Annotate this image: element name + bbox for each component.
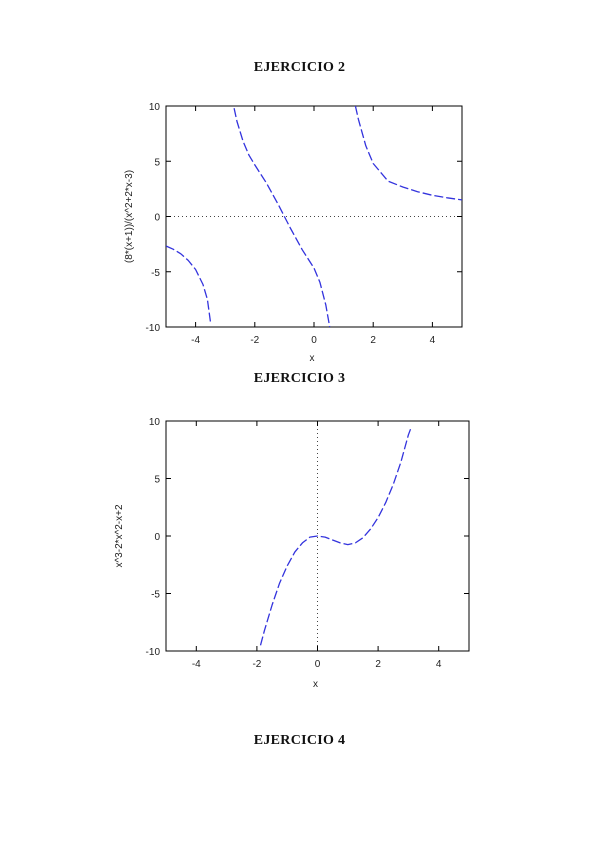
x-tick-label: -2 (252, 659, 261, 670)
x-tick-label: -4 (192, 659, 201, 670)
exercise-2-heading: EJERCICIO 2 (253, 60, 346, 75)
y-tick-label: 10 (149, 417, 161, 428)
y-tick-label: -10 (146, 647, 161, 658)
x-tick-label: -2 (250, 335, 259, 346)
y-axis-label: x^3-2*x^2-x+2 (114, 504, 125, 567)
x-tick-label: 0 (315, 659, 321, 670)
series-line-1 (166, 245, 212, 322)
x-tick-label: 2 (370, 335, 376, 346)
y-axis-label: (8*(x+1))/(x^2+2*x-3) (124, 170, 135, 263)
y-tick-label: 0 (154, 213, 160, 224)
x-tick-label: 4 (436, 659, 442, 670)
y-tick-label: 5 (154, 157, 160, 168)
y-tick-label: -5 (151, 590, 160, 601)
x-tick-label: -4 (191, 335, 200, 346)
y-tick-label: 10 (149, 102, 161, 113)
y-tick-label: -5 (151, 268, 160, 279)
y-tick-label: -10 (146, 323, 161, 334)
x-tick-label: 4 (430, 335, 436, 346)
x-tick-label: 0 (311, 335, 317, 346)
x-axis-label: x (313, 679, 318, 690)
x-tick-label: 2 (375, 659, 381, 670)
series-line-1 (259, 426, 413, 646)
exercise-3-heading: EJERCICIO 3 (253, 371, 346, 386)
chart-1: -4 -2 0 2 4 -10 -5 0 5 10 x (8*(x+1))/(x^2+2*x-3) (124, 102, 463, 364)
chart-2: -4 -2 0 2 4 -10 -5 0 5 10 x x^3-2*x^2-x+2 (114, 417, 470, 690)
x-axis-label: x (310, 353, 315, 364)
series-group (259, 426, 413, 646)
series-group (166, 106, 462, 327)
y-tick-label: 5 (154, 475, 160, 486)
exercise-4-heading: EJERCICIO 4 (253, 733, 346, 748)
y-tick-label: 0 (154, 532, 160, 543)
series-line-3 (354, 106, 462, 201)
series-line-2 (233, 108, 331, 327)
